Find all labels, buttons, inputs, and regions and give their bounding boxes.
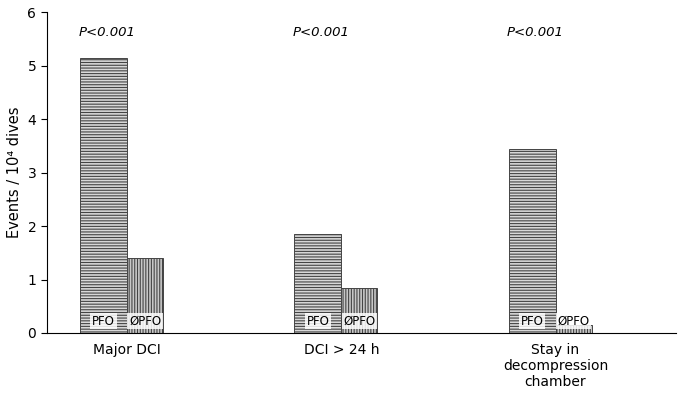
- Bar: [294, 234, 342, 333]
- Bar: [555, 325, 591, 333]
- Bar: [342, 287, 378, 333]
- Text: P<0.001: P<0.001: [507, 26, 564, 39]
- Text: ØPFO: ØPFO: [557, 314, 589, 327]
- Text: PFO: PFO: [92, 314, 115, 327]
- Text: PFO: PFO: [520, 314, 544, 327]
- Text: P<0.001: P<0.001: [79, 26, 135, 39]
- Text: ØPFO: ØPFO: [344, 314, 376, 327]
- Bar: [127, 258, 163, 333]
- Y-axis label: Events / 10⁴ dives: Events / 10⁴ dives: [7, 107, 22, 238]
- Text: PFO: PFO: [307, 314, 329, 327]
- Bar: [81, 58, 127, 333]
- Text: ØPFO: ØPFO: [129, 314, 161, 327]
- Text: P<0.001: P<0.001: [293, 26, 350, 39]
- Bar: [509, 148, 555, 333]
